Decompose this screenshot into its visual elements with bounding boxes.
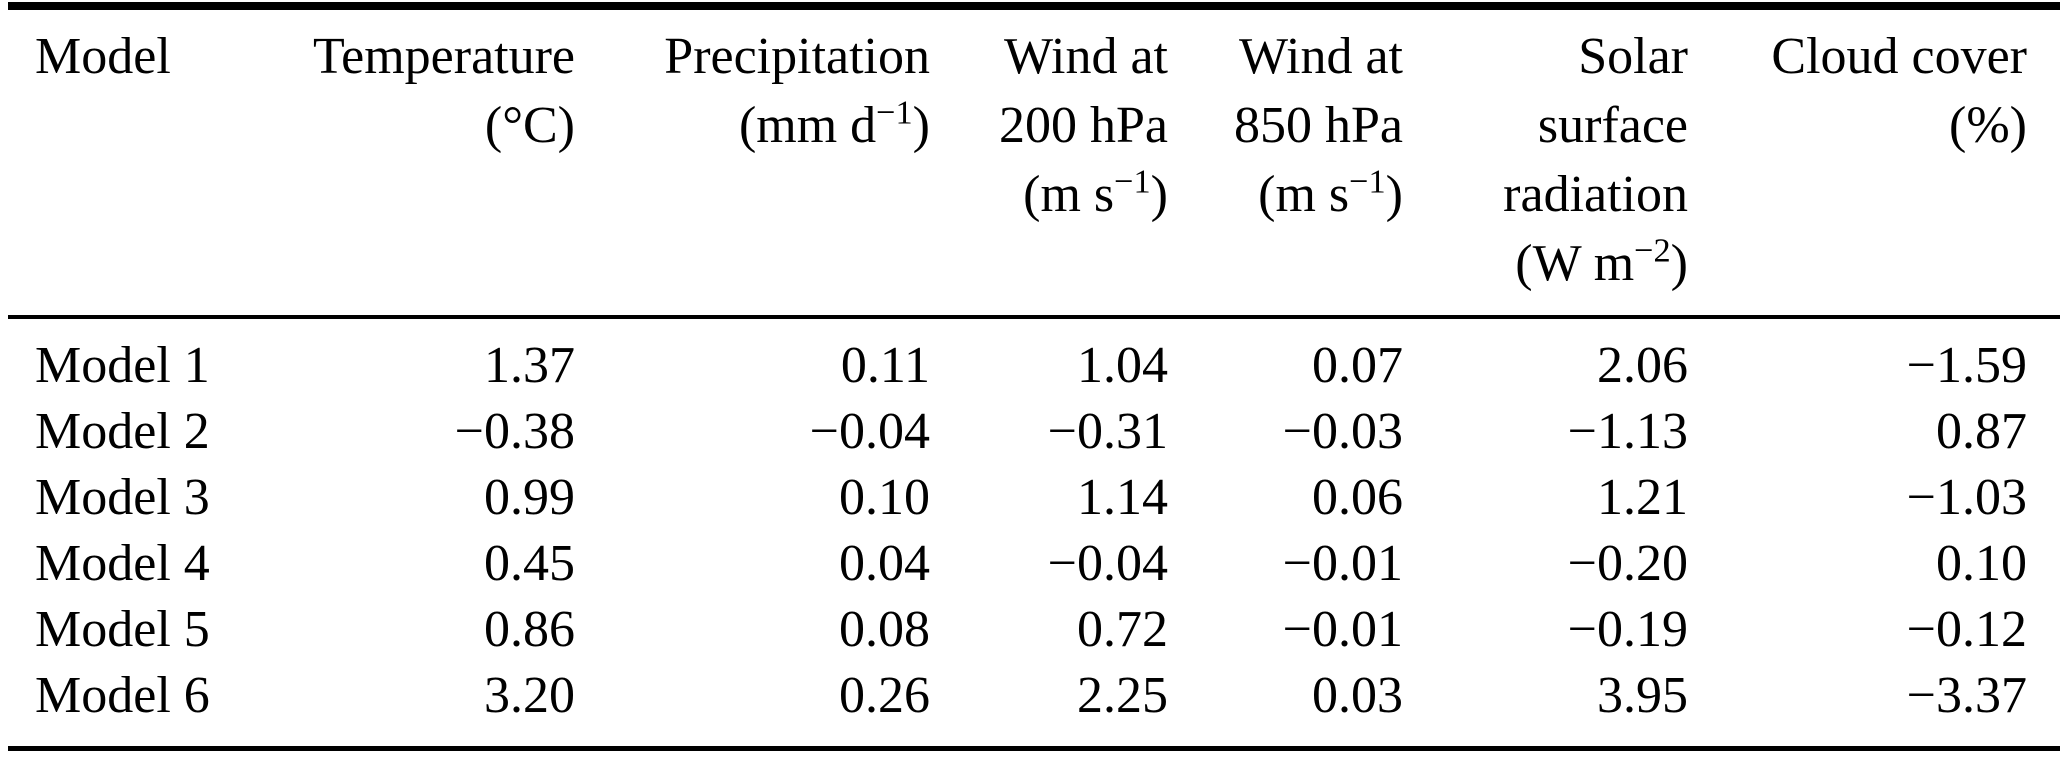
cell-wind-200hpa: −0.31 — [1047, 403, 1168, 460]
column-header-solar-surface-radiation: Solar surface radiation (W m−2) — [1403, 6, 1688, 319]
cell-temperature: −0.38 — [454, 403, 575, 460]
cell-cloud-cover: 0.10 — [1936, 535, 2027, 592]
column-header-model: Model — [8, 6, 230, 319]
cell-wind-200hpa: 1.14 — [1077, 469, 1168, 526]
cell-solar-radiation: 3.95 — [1597, 667, 1688, 724]
cell-temperature: 3.20 — [484, 667, 575, 724]
cell-wind-200hpa: 1.04 — [1077, 337, 1168, 394]
table-row-model-2: Model 2 −0.38 −0.04 −0.31 −0.03 −1.13 0.… — [8, 399, 2060, 465]
cell-temperature: 1.37 — [484, 337, 575, 394]
cell-precipitation: 0.26 — [839, 667, 930, 724]
cell-model-name: Model 2 — [35, 403, 210, 460]
header-unit: (mm d−1) — [738, 93, 930, 154]
model-bias-table: Model Temperature (°C) Precipitation (mm… — [8, 2, 2060, 751]
header-unit: (%) — [1949, 97, 2027, 154]
cell-cloud-cover: −1.03 — [1906, 469, 2027, 526]
cell-temperature: 0.45 — [484, 535, 575, 592]
header-row: Model Temperature (°C) Precipitation (mm… — [8, 6, 2060, 319]
cell-solar-radiation: 2.06 — [1597, 337, 1688, 394]
header-line: Wind at — [1239, 28, 1403, 85]
cell-solar-radiation: −0.19 — [1567, 601, 1688, 658]
header-line: Temperature — [313, 28, 575, 85]
header-line: radiation — [1503, 166, 1688, 223]
header-unit: (W m−2) — [1515, 231, 1688, 292]
header-line: Cloud cover — [1771, 28, 2027, 85]
header-line: Precipitation — [664, 28, 930, 85]
cell-precipitation: 0.08 — [839, 601, 930, 658]
cell-cloud-cover: −1.59 — [1906, 337, 2027, 394]
cell-solar-radiation: 1.21 — [1597, 469, 1688, 526]
column-header-precipitation: Precipitation (mm d−1) — [575, 6, 930, 319]
cell-model-name: Model 5 — [35, 601, 210, 658]
table-header: Model Temperature (°C) Precipitation (mm… — [8, 6, 2060, 319]
header-unit: (m s−1) — [1258, 162, 1403, 223]
table-body: Model 1 1.37 0.11 1.04 0.07 2.06 −1.59 M… — [8, 317, 2060, 749]
cell-solar-radiation: −1.13 — [1567, 403, 1688, 460]
cell-wind-200hpa: 0.72 — [1077, 601, 1168, 658]
table-row-model-6: Model 6 3.20 0.26 2.25 0.03 3.95 −3.37 — [8, 663, 2060, 749]
header-unit: (°C) — [484, 97, 575, 154]
cell-wind-200hpa: 2.25 — [1077, 667, 1168, 724]
table-row-model-1: Model 1 1.37 0.11 1.04 0.07 2.06 −1.59 — [8, 317, 2060, 399]
header-line: Solar — [1578, 28, 1688, 85]
cell-precipitation: −0.04 — [809, 403, 930, 460]
table-row-model-4: Model 4 0.45 0.04 −0.04 −0.01 −0.20 0.10 — [8, 531, 2060, 597]
cell-temperature: 0.99 — [484, 469, 575, 526]
cell-wind-850hpa: 0.07 — [1312, 337, 1403, 394]
cell-precipitation: 0.11 — [840, 337, 930, 394]
cell-wind-850hpa: 0.06 — [1312, 469, 1403, 526]
cell-wind-850hpa: −0.01 — [1282, 535, 1403, 592]
cell-solar-radiation: −0.20 — [1567, 535, 1688, 592]
table-row-model-5: Model 5 0.86 0.08 0.72 −0.01 −0.19 −0.12 — [8, 597, 2060, 663]
cell-cloud-cover: −3.37 — [1906, 667, 2027, 724]
column-header-cloud-cover: Cloud cover (%) — [1688, 6, 2060, 319]
cell-wind-850hpa: −0.03 — [1282, 403, 1403, 460]
header-line: Wind at — [1004, 28, 1168, 85]
cell-model-name: Model 4 — [35, 535, 210, 592]
table-row-model-3: Model 3 0.99 0.10 1.14 0.06 1.21 −1.03 — [8, 465, 2060, 531]
cell-model-name: Model 6 — [35, 667, 210, 724]
column-header-wind-850hpa: Wind at 850 hPa (m s−1) — [1168, 6, 1403, 319]
cell-cloud-cover: −0.12 — [1906, 601, 2027, 658]
cell-precipitation: 0.04 — [839, 535, 930, 592]
cell-model-name: Model 1 — [35, 337, 210, 394]
cell-temperature: 0.86 — [484, 601, 575, 658]
cell-model-name: Model 3 — [35, 469, 210, 526]
cell-cloud-cover: 0.87 — [1936, 403, 2027, 460]
header-line: Model — [35, 28, 171, 85]
cell-wind-200hpa: −0.04 — [1047, 535, 1168, 592]
header-line: 850 hPa — [1234, 97, 1403, 154]
column-header-wind-200hpa: Wind at 200 hPa (m s−1) — [930, 6, 1168, 319]
header-line: 200 hPa — [999, 97, 1168, 154]
header-line: surface — [1537, 97, 1688, 154]
cell-wind-850hpa: 0.03 — [1312, 667, 1403, 724]
column-header-temperature: Temperature (°C) — [230, 6, 575, 319]
cell-precipitation: 0.10 — [839, 469, 930, 526]
cell-wind-850hpa: −0.01 — [1282, 601, 1403, 658]
header-unit: (m s−1) — [1023, 162, 1168, 223]
